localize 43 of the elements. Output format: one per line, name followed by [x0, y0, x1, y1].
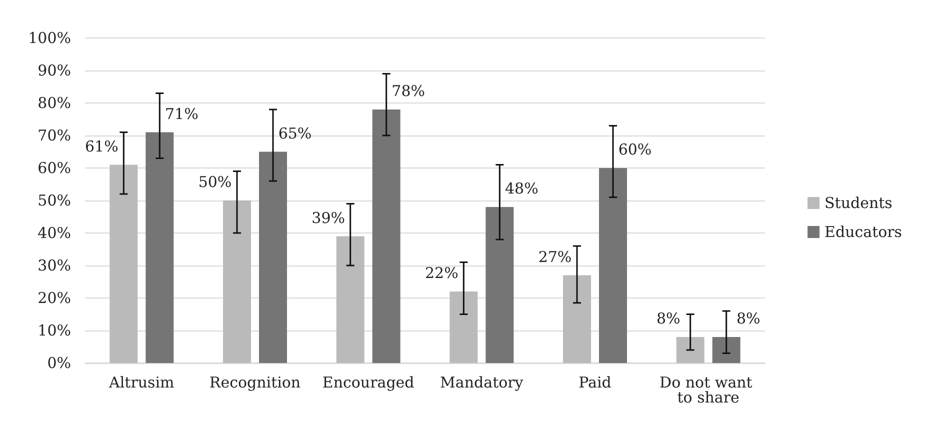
y-tick-label: 90%	[38, 62, 71, 80]
bar	[676, 337, 704, 363]
y-tick-label: 0%	[47, 354, 71, 372]
bar	[450, 292, 478, 363]
data-label: 78%	[392, 82, 426, 100]
data-label: 50%	[198, 173, 232, 191]
x-tick-label: Mandatory	[440, 374, 524, 392]
data-label: 8%	[656, 310, 680, 328]
y-tick-label: 80%	[38, 94, 71, 112]
y-tick-label: 30%	[38, 256, 71, 274]
y-tick-label: 60%	[38, 159, 71, 177]
data-label: 39%	[312, 208, 346, 227]
legend-label: Students	[824, 194, 892, 212]
bar	[259, 152, 287, 363]
data-label: 8%	[736, 310, 760, 328]
data-label: 22%	[424, 264, 458, 282]
y-tick-label: 10%	[38, 322, 71, 340]
bar	[563, 275, 591, 363]
data-label: 27%	[538, 248, 572, 266]
x-tick-label: Encouraged	[322, 374, 415, 392]
x-tick-label: Altrusim	[108, 374, 174, 392]
y-tick-label: 70%	[38, 126, 71, 144]
data-label: 65%	[278, 124, 312, 142]
data-label: 61%	[84, 137, 118, 156]
legend-label: Educators	[824, 223, 902, 241]
bar	[372, 110, 400, 363]
bar	[336, 236, 364, 363]
data-label: 71%	[164, 104, 198, 123]
x-tick-label: Do not want to share	[660, 374, 758, 406]
y-tick-label: 20%	[38, 289, 71, 307]
y-tick-label: 50%	[38, 192, 71, 210]
data-label: 60%	[618, 140, 652, 158]
bar	[146, 132, 174, 363]
bar	[110, 164, 138, 363]
bar	[712, 337, 740, 363]
x-tick-label: Recognition	[209, 374, 301, 392]
y-tick-label: 40%	[38, 224, 71, 242]
y-tick-label: 100%	[28, 29, 71, 47]
bar	[486, 207, 514, 363]
bar	[599, 168, 627, 363]
bar	[223, 200, 251, 363]
data-label: 48%	[504, 180, 538, 198]
x-tick-label: Paid	[578, 374, 612, 392]
